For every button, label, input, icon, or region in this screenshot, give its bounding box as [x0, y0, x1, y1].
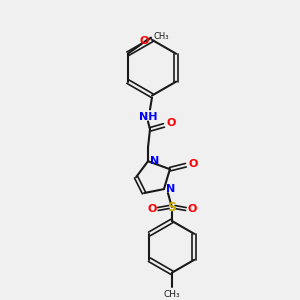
Text: S: S	[167, 200, 176, 214]
Text: NH: NH	[139, 112, 157, 122]
Text: CH₃: CH₃	[164, 290, 180, 299]
Text: O: O	[166, 118, 176, 128]
Text: CH₃: CH₃	[154, 32, 169, 41]
Text: N: N	[166, 184, 176, 194]
Text: O: O	[147, 204, 157, 214]
Text: O: O	[139, 36, 148, 46]
Text: O: O	[187, 204, 196, 214]
Text: O: O	[188, 159, 197, 169]
Text: N: N	[150, 156, 160, 166]
